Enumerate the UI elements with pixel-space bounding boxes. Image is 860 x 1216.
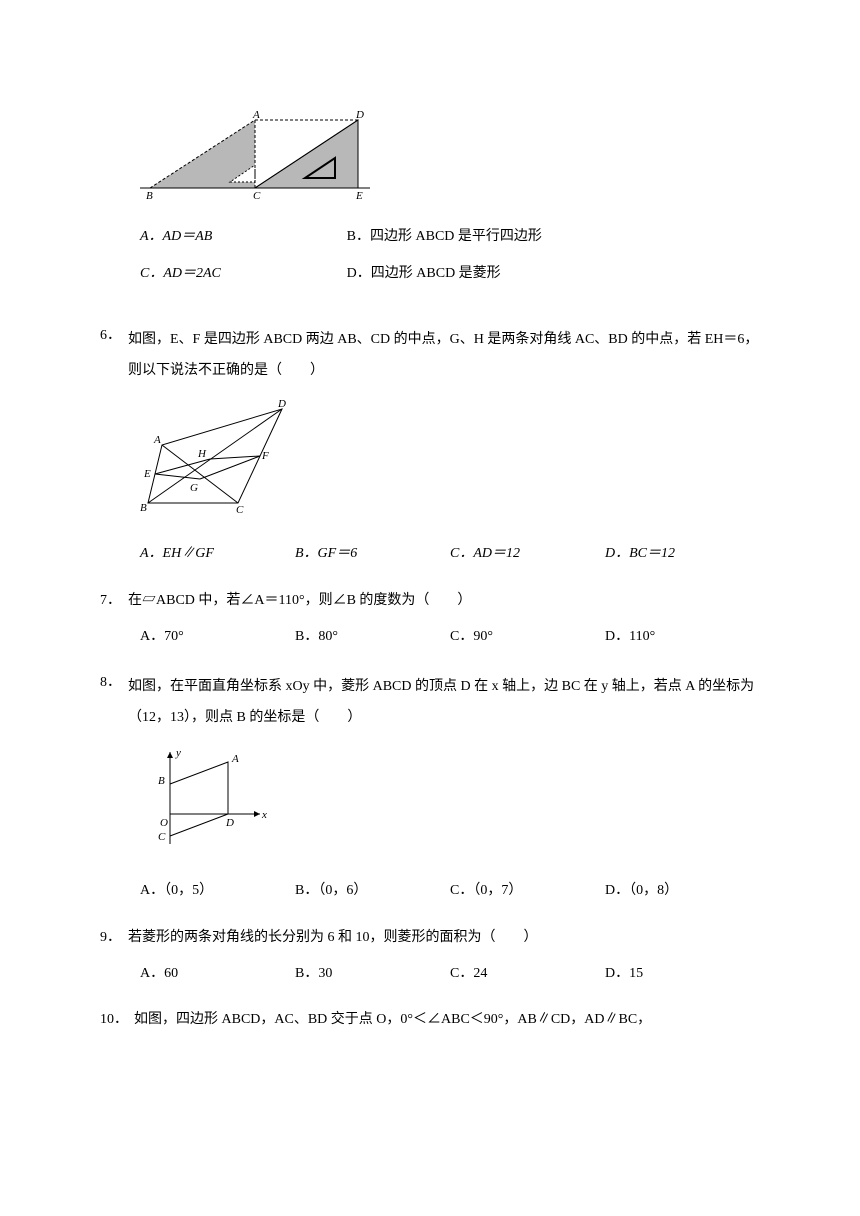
svg-text:B: B <box>158 775 165 787</box>
svg-text:x: x <box>261 809 267 821</box>
q6-opt-b: B．GF＝6 <box>295 543 450 565</box>
svg-text:D: D <box>355 110 364 121</box>
q6-options: A．EH∥GF B．GF＝6 C．AD＝12 D．BC＝12 <box>140 543 760 565</box>
q6-text: 如图，E、F 是四边形 ABCD 两边 AB、CD 的中点，G、H 是两条对角线… <box>128 325 760 387</box>
svg-text:C: C <box>253 190 261 200</box>
q8: 8． 如图，在平面直角坐标系 xOy 中，菱形 ABCD 的顶点 D 在 x 轴… <box>100 672 760 734</box>
q10-number: 10． <box>100 1009 134 1031</box>
q9-opt-c: C．24 <box>450 963 605 985</box>
q7-options: A．70° B．80° C．90° D．110° <box>140 626 760 648</box>
svg-text:D: D <box>225 817 234 829</box>
q6-opt-a: A．EH∥GF <box>140 543 295 565</box>
svg-text:D: D <box>277 398 286 410</box>
q8-opt-a: A．（0，5） <box>140 880 295 902</box>
q7-opt-c: C．90° <box>450 626 605 648</box>
q6-opt-c: C．AD＝12 <box>450 543 605 565</box>
q9: 9． 若菱形的两条对角线的长分别为 6 和 10，则菱形的面积为（ ） <box>100 927 760 949</box>
q9-opt-b: B．30 <box>295 963 450 985</box>
q7-opt-d: D．110° <box>605 626 760 648</box>
svg-text:A: A <box>231 753 239 765</box>
svg-text:B: B <box>146 190 153 200</box>
q10-text: 如图，四边形 ABCD，AC、BD 交于点 O，0°＜∠ABC＜90°，AB∥C… <box>134 1009 760 1031</box>
q7-opt-b: B．80° <box>295 626 450 648</box>
q5-opt-b: B．四边形 ABCD 是平行四边形 <box>347 226 760 248</box>
q5-options-2: C．AD＝2AC D．四边形 ABCD 是菱形 <box>140 263 760 285</box>
svg-text:O: O <box>160 817 168 829</box>
q8-figure: A B C D O x y <box>140 744 760 862</box>
q8-options: A．（0，5） B．（0，6） C．（0，7） D．（0，8） <box>140 880 760 902</box>
svg-text:C: C <box>236 504 244 516</box>
q9-opt-d: D．15 <box>605 963 760 985</box>
svg-text:E: E <box>355 190 363 200</box>
svg-text:E: E <box>143 468 151 480</box>
q7: 7． 在▱ABCD 中，若∠A＝110°，则∠B 的度数为（ ） <box>100 590 760 612</box>
q8-number: 8． <box>100 672 128 734</box>
q5-opt-a: A．AD＝AB <box>140 226 347 248</box>
q7-number: 7． <box>100 590 128 612</box>
svg-text:y: y <box>175 747 181 759</box>
q5-opt-c: C．AD＝2AC <box>140 263 347 285</box>
q8-opt-c: C．（0，7） <box>450 880 605 902</box>
q6: 6． 如图，E、F 是四边形 ABCD 两边 AB、CD 的中点，G、H 是两条… <box>100 325 760 387</box>
svg-text:B: B <box>140 502 147 514</box>
q9-number: 9． <box>100 927 128 949</box>
svg-text:H: H <box>197 448 207 460</box>
q6-figure: A B C D E F G H <box>140 397 760 525</box>
q9-text: 若菱形的两条对角线的长分别为 6 和 10，则菱形的面积为（ ） <box>128 927 760 949</box>
q10: 10． 如图，四边形 ABCD，AC、BD 交于点 O，0°＜∠ABC＜90°，… <box>100 1009 760 1031</box>
q9-options: A．60 B．30 C．24 D．15 <box>140 963 760 985</box>
q8-opt-d: D．（0，8） <box>605 880 760 902</box>
q9-opt-a: A．60 <box>140 963 295 985</box>
q7-opt-a: A．70° <box>140 626 295 648</box>
svg-text:A: A <box>252 110 260 121</box>
q8-opt-b: B．（0，6） <box>295 880 450 902</box>
svg-text:C: C <box>158 831 166 843</box>
q6-opt-d: D．BC＝12 <box>605 543 760 565</box>
q5-opt-d: D．四边形 ABCD 是菱形 <box>347 263 760 285</box>
q8-text: 如图，在平面直角坐标系 xOy 中，菱形 ABCD 的顶点 D 在 x 轴上，边… <box>128 672 760 734</box>
svg-text:G: G <box>190 482 198 494</box>
q7-text: 在▱ABCD 中，若∠A＝110°，则∠B 的度数为（ ） <box>128 590 760 612</box>
svg-text:A: A <box>153 434 161 446</box>
svg-text:F: F <box>261 450 269 462</box>
q6-number: 6． <box>100 325 128 387</box>
q5-options: A．AD＝AB B．四边形 ABCD 是平行四边形 <box>140 226 760 248</box>
q5-figure: A B C D E <box>140 110 760 208</box>
